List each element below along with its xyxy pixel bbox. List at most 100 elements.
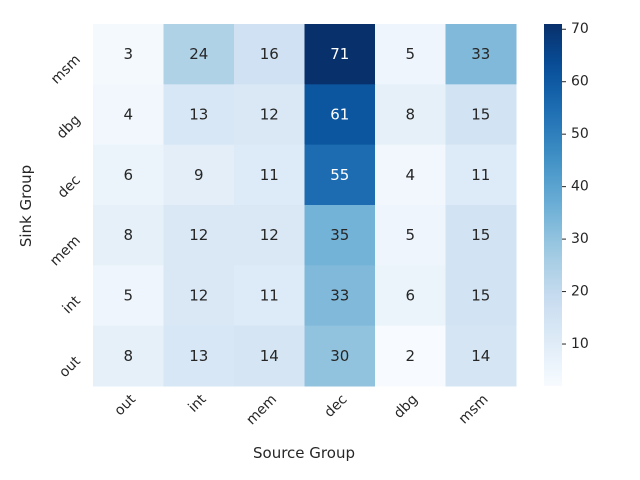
y-tick-label-out: out <box>56 353 84 381</box>
heatmap-cell-out-out <box>93 325 164 387</box>
heatmap-cell-dec-msm <box>445 144 517 206</box>
heatmap-cell-out-int <box>163 325 235 387</box>
heatmap-cell-dec-mem <box>234 144 305 206</box>
heatmap-cell-dbg-dbg <box>375 84 446 146</box>
heatmap-cell-dec-int <box>163 144 235 206</box>
heatmap-cell-value: 8 <box>405 106 415 124</box>
heatmap-cell-value: 11 <box>260 166 279 184</box>
y-tick-label-int: int <box>60 293 85 318</box>
heatmap-cell-value: 6 <box>405 287 415 305</box>
y-axis-ticks: msm dbg dec mem int out <box>47 52 84 381</box>
y-tick-label-dbg: dbg <box>54 112 84 142</box>
colorbar-ticks: 10 20 30 40 50 60 70 <box>562 21 589 352</box>
colorbar-tick-label: 70 <box>571 21 589 37</box>
heatmap-cell-dbg-int <box>163 84 235 146</box>
heatmap-cell-value: 3 <box>123 45 133 63</box>
heatmap-cell-msm-out <box>93 24 164 85</box>
y-tick-label-msm: msm <box>48 52 84 88</box>
x-tick-label-out: out <box>112 391 140 419</box>
heatmap-cell-value: 8 <box>123 226 133 244</box>
colorbar-tick-label: 30 <box>571 231 589 247</box>
heatmap-cell-int-int <box>163 265 235 327</box>
heatmap-cell-value: 30 <box>330 347 349 365</box>
x-tick-label-dec: dec <box>321 392 350 421</box>
colorbar-tick-label: 20 <box>571 284 589 300</box>
heatmap-cell-value: 12 <box>260 106 279 124</box>
x-axis-ticks: out int mem dec dbg msm <box>112 391 492 428</box>
heatmap-cell-value: 14 <box>471 347 490 365</box>
heatmap-cell-value: 15 <box>471 287 490 305</box>
heatmap-cell-msm-int <box>163 24 235 85</box>
heatmap-cell-out-dbg <box>375 325 446 387</box>
x-tick-label-msm: msm <box>456 392 492 428</box>
colorbar-tick-label: 10 <box>571 336 589 352</box>
heatmap-cell-dec-dec <box>304 144 376 206</box>
heatmap-cell-value: 5 <box>405 226 415 244</box>
heatmap-cell-value: 8 <box>123 347 133 365</box>
y-tick-label-mem: mem <box>47 233 84 270</box>
heatmap-cell-value: 24 <box>189 45 208 63</box>
heatmap-cell-value: 33 <box>471 45 490 63</box>
colorbar-tick-label: 40 <box>571 179 589 195</box>
heatmap-cell-int-msm <box>445 265 517 327</box>
heatmap-cell-value: 14 <box>260 347 279 365</box>
heatmap-cell-labels: 3 24 16 71 5 33 4 13 12 61 8 15 6 9 11 55 4 11 8 12 12 35 5 15 5… <box>123 45 490 365</box>
heatmap-cell-value: 55 <box>330 166 349 184</box>
heatmap-cell-value: 2 <box>405 347 415 365</box>
x-tick-label-int: int <box>185 391 210 416</box>
heatmap-cell-mem-dec <box>304 205 376 266</box>
heatmap-cell-dec-out <box>93 144 164 206</box>
x-axis-label: Source Group <box>253 444 355 462</box>
heatmap-cell-mem-int <box>163 205 235 266</box>
heatmap-cell-value: 15 <box>471 226 490 244</box>
heatmap-cell-value: 9 <box>194 166 204 184</box>
heatmap-cell-out-dec <box>304 325 376 387</box>
heatmap-cell-value: 5 <box>405 45 415 63</box>
heatmap-cell-dbg-out <box>93 84 164 146</box>
heatmap-cell-dec-dbg <box>375 144 446 206</box>
heatmap-cell-value: 33 <box>330 287 349 305</box>
heatmap-cell-value: 11 <box>260 287 279 305</box>
heatmap-cell-out-mem <box>234 325 305 387</box>
heatmap-cell-value: 12 <box>189 287 208 305</box>
heatmap-cell-dbg-msm <box>445 84 517 146</box>
heatmap-cell-out-msm <box>445 325 517 387</box>
heatmap-cell-value: 12 <box>260 226 279 244</box>
heatmap-cell-msm-dbg <box>375 24 446 85</box>
heatmap-cell-msm-mem <box>234 24 305 85</box>
heatmap-cell-value: 12 <box>189 226 208 244</box>
colorbar <box>544 24 562 386</box>
heatmap-cell-int-mem <box>234 265 305 327</box>
y-axis-label: Sink Group <box>17 165 35 247</box>
heatmap-cell-value: 6 <box>123 166 133 184</box>
heatmap-cell-value: 5 <box>123 287 133 305</box>
heatmap-cell-value: 61 <box>330 106 349 124</box>
heatmap-cell-value: 35 <box>330 226 349 244</box>
colorbar-tick-label: 60 <box>571 74 589 90</box>
heatmap-cell-mem-mem <box>234 205 305 266</box>
x-tick-label-mem: mem <box>243 392 280 429</box>
y-tick-label-dec: dec <box>55 172 84 201</box>
heatmap-cell-value: 4 <box>123 106 133 124</box>
heatmap-cell-int-dbg <box>375 265 446 327</box>
heatmap-cell-msm-msm <box>445 24 517 85</box>
heatmap-cell-int-out <box>93 265 164 327</box>
heatmap-cell-value: 71 <box>330 45 349 63</box>
heatmap-cell-mem-dbg <box>375 205 446 266</box>
heatmap-cells <box>93 24 517 387</box>
heatmap-cell-dbg-mem <box>234 84 305 146</box>
heatmap-cell-value: 16 <box>260 45 279 63</box>
heatmap-cell-dbg-dec <box>304 84 376 146</box>
heatmap-cell-value: 13 <box>189 347 208 365</box>
x-tick-label-dbg: dbg <box>391 392 421 422</box>
heatmap-cell-value: 11 <box>471 166 490 184</box>
heatmap-cell-value: 13 <box>189 106 208 124</box>
heatmap-cell-value: 4 <box>405 166 415 184</box>
heatmap-cell-mem-msm <box>445 205 517 266</box>
heatmap-cell-value: 15 <box>471 106 490 124</box>
colorbar-tick-label: 50 <box>571 126 589 142</box>
heatmap-cell-int-dec <box>304 265 376 327</box>
heatmap-cell-mem-out <box>93 205 164 266</box>
heatmap-cell-msm-dec <box>304 24 376 85</box>
